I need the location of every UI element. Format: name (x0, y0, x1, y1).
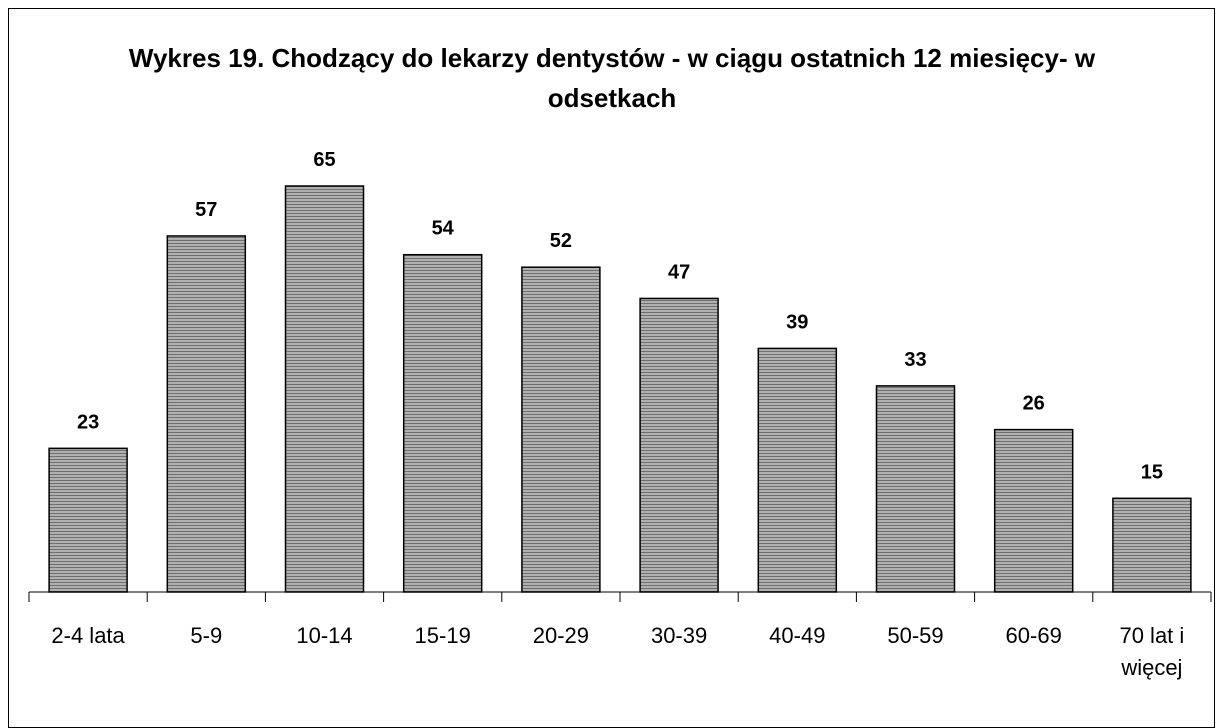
data-label: 52 (550, 230, 572, 252)
bar (402, 253, 483, 593)
bar (639, 297, 719, 593)
x-tick-label: 5-9 (190, 623, 223, 648)
x-tick-label: 30-39 (650, 623, 708, 648)
bar (757, 347, 838, 593)
bar (166, 235, 247, 593)
bar (284, 185, 365, 593)
data-label: 23 (77, 411, 99, 433)
data-label: 39 (786, 311, 808, 333)
bar (48, 447, 128, 593)
bar (875, 385, 956, 593)
bar (993, 428, 1074, 593)
x-tick-label: 60-69 (1005, 623, 1062, 648)
data-label: 65 (313, 149, 335, 171)
chart-title: Wykres 19. Chodzący do lekarzy dentystów… (128, 43, 1096, 113)
x-tick-label: 70 lat i więcej (1119, 623, 1185, 680)
bar (1112, 497, 1192, 593)
x-tick-label: 2-4 lata (51, 623, 125, 648)
x-tick-label: 15-19 (414, 623, 471, 648)
x-tick-label: 10-14 (296, 623, 353, 648)
data-label: 54 (432, 218, 455, 240)
x-tick-label: 40-49 (769, 623, 826, 648)
data-label: 26 (1023, 393, 1045, 415)
data-label: 57 (195, 199, 217, 221)
data-label: 33 (904, 349, 926, 371)
x-tick-label: 50-59 (887, 623, 944, 648)
data-label: 15 (1141, 461, 1163, 483)
data-label: 47 (668, 261, 690, 283)
bar (521, 266, 601, 593)
x-tick-label: 20-29 (532, 623, 590, 648)
